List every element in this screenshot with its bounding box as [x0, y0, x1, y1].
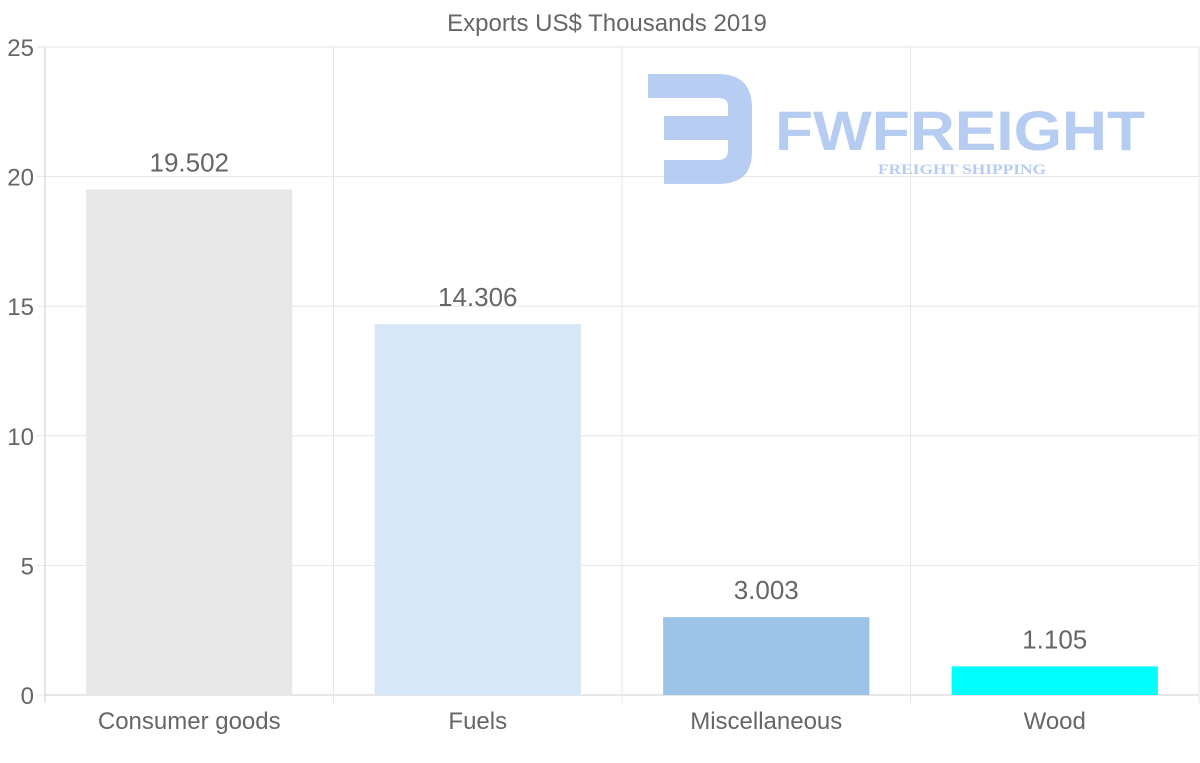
x-tick-label: Wood [1024, 708, 1086, 735]
y-tick-label: 0 [21, 683, 34, 710]
x-tick-label: Miscellaneous [690, 708, 842, 735]
bar-value-label: 14.306 [438, 282, 518, 312]
data-labels: 19.502 14.306 3.003 1.105 [149, 148, 1087, 655]
x-axis-ticks: Consumer goods Fuels Miscellaneous Wood [98, 708, 1086, 735]
y-tick-label: 25 [7, 35, 34, 62]
y-tick-label: 15 [7, 294, 34, 321]
y-tick-label: 5 [21, 553, 34, 580]
x-tick-label: Fuels [448, 708, 507, 735]
bar[interactable] [86, 189, 293, 695]
y-tick-label: 10 [7, 424, 34, 451]
fwfreight-logo-icon [648, 74, 752, 184]
bar-value-label: 3.003 [734, 575, 799, 605]
watermark-tagline: FREIGHT SHIPPING [878, 162, 1046, 178]
y-tick-label: 20 [7, 165, 34, 192]
chart-title: Exports US$ Thousands 2019 [447, 10, 767, 37]
bar-value-label: 19.502 [149, 148, 229, 178]
bar-value-label: 1.105 [1022, 624, 1087, 654]
bar[interactable] [663, 617, 870, 695]
y-axis-ticks: 0 5 10 15 20 25 [7, 35, 34, 710]
watermark-brand: FWFREIGHT [775, 99, 1145, 162]
fwfreight-watermark: FWFREIGHT FREIGHT SHIPPING [648, 74, 1145, 184]
bars [86, 189, 1158, 695]
bar[interactable] [951, 666, 1158, 695]
bar[interactable] [374, 324, 581, 695]
x-tick-label: Consumer goods [98, 708, 281, 735]
